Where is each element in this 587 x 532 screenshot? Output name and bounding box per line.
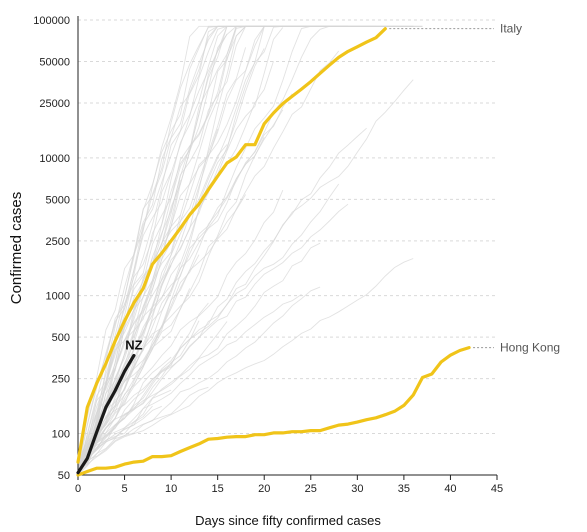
y-tick-label: 100000: [33, 15, 70, 27]
background-line: [77, 25, 265, 475]
background-line: [77, 288, 191, 473]
background-line: [77, 60, 274, 472]
background-line: [77, 47, 247, 470]
x-tick-label: 10: [165, 483, 177, 495]
background-line: [77, 25, 423, 463]
background-line: [77, 25, 330, 466]
highlighted-series: [76, 27, 471, 477]
x-tick-label: 40: [444, 483, 456, 495]
y-tick-label: 5000: [46, 194, 70, 206]
nz-label: NZ: [125, 338, 142, 353]
background-line: [77, 93, 293, 469]
background-country-lines: [77, 25, 423, 476]
background-line: [77, 79, 414, 470]
y-axis-title: Confirmed cases: [8, 192, 25, 305]
background-line: [77, 127, 367, 464]
italy-line: [76, 27, 387, 464]
x-tick-label: 35: [398, 483, 410, 495]
y-tick-label: 50: [58, 470, 70, 482]
y-tick-label: 1000: [46, 291, 70, 303]
background-line: [77, 25, 423, 474]
y-tick-label: 100: [52, 429, 70, 441]
axes: 5010025050010002500500010000250005000010…: [33, 15, 503, 495]
x-tick-label: 0: [75, 483, 81, 495]
nz-line: [76, 353, 136, 475]
background-line: [77, 294, 302, 466]
background-line: [77, 203, 349, 467]
x-axis-title: Days since fifty confirmed cases: [195, 513, 381, 528]
x-tick-label: 25: [305, 483, 317, 495]
background-line: [77, 25, 423, 465]
y-tick-label: 10000: [39, 153, 70, 165]
background-line: [77, 172, 172, 475]
background-line: [77, 27, 284, 474]
gridlines: [78, 19, 497, 476]
background-line: [77, 183, 340, 466]
background-line: [77, 50, 340, 465]
y-tick-label: 500: [52, 332, 70, 344]
x-tick-label: 45: [491, 483, 503, 495]
italy-label: Italy: [500, 22, 522, 36]
background-line: [77, 25, 227, 473]
background-line: [77, 258, 414, 470]
y-tick-label: 50000: [39, 56, 70, 68]
hong-kong-line: [76, 346, 471, 477]
series-labels: Italy Hong Kong NZ: [125, 22, 560, 355]
background-line: [77, 25, 227, 467]
x-tick-label: 30: [351, 483, 363, 495]
y-tick-label: 25000: [39, 98, 70, 110]
background-line: [77, 25, 414, 465]
background-line: [77, 321, 228, 465]
x-tick-label: 20: [258, 483, 270, 495]
background-line: [77, 190, 284, 475]
background-line: [77, 194, 246, 464]
y-tick-label: 2500: [46, 236, 70, 248]
hong-kong-label: Hong Kong: [500, 341, 560, 355]
background-line: [77, 254, 200, 475]
y-tick-label: 250: [52, 374, 70, 386]
x-tick-label: 5: [121, 483, 127, 495]
background-line: [77, 25, 395, 472]
x-tick-label: 15: [212, 483, 224, 495]
background-line: [77, 286, 321, 469]
